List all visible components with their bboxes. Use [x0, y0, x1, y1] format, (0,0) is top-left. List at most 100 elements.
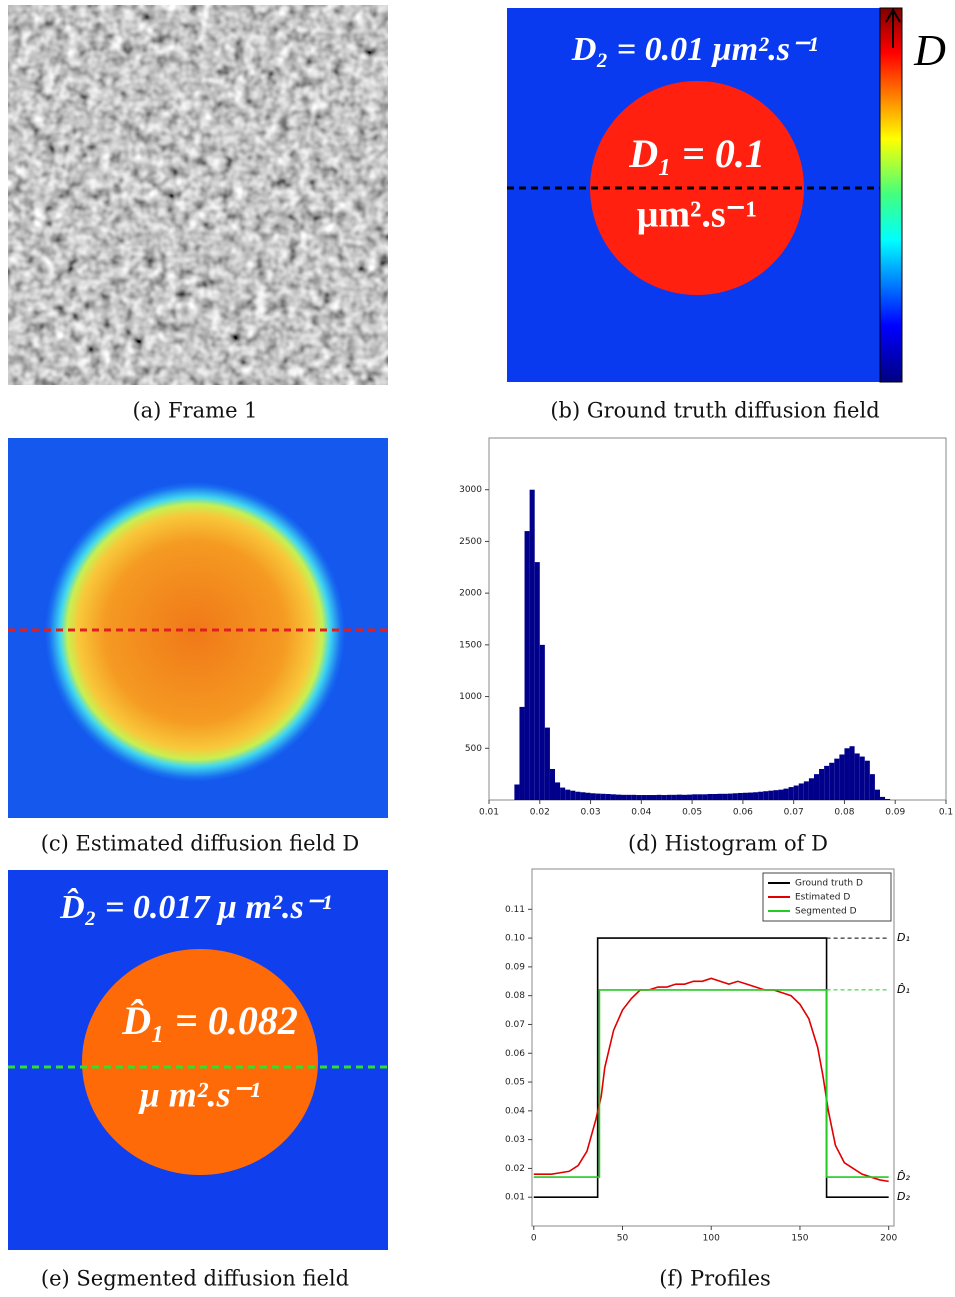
- bar: [687, 794, 693, 800]
- annotation-label: D̂₂: [897, 1170, 910, 1183]
- bar: [555, 782, 561, 800]
- bar: [560, 787, 566, 800]
- d2-estimate: D̂₂ = 0.017 μ m².s⁻¹: [59, 887, 332, 926]
- bar: [641, 795, 647, 800]
- bar: [661, 795, 667, 800]
- bar: [824, 765, 830, 800]
- bar: [565, 789, 571, 800]
- x-tick-label: 0: [531, 1234, 537, 1244]
- y-tick-label: 1000: [459, 692, 482, 702]
- bar: [631, 794, 637, 800]
- bar: [834, 758, 840, 800]
- ground-truth-image: [507, 7, 903, 383]
- bar: [869, 774, 875, 800]
- bar: [692, 794, 698, 800]
- y-tick-label: 500: [465, 744, 482, 754]
- bar: [742, 792, 748, 800]
- y-tick-label: 0.10: [505, 934, 525, 944]
- bar: [671, 794, 677, 800]
- y-tick-label: 0.05: [505, 1078, 525, 1088]
- x-tick-label: 0.07: [784, 808, 804, 818]
- y-tick-label: 2500: [459, 537, 482, 547]
- bar: [707, 794, 713, 800]
- d2-label: D₂ = 0.01 μm².s⁻¹: [571, 31, 818, 68]
- x-tick-label: 0.09: [885, 808, 905, 818]
- bar: [585, 792, 591, 800]
- colorbar-label: D: [913, 26, 946, 75]
- annotation-label: D₁: [897, 931, 910, 944]
- bar: [793, 785, 799, 800]
- bar: [737, 792, 743, 800]
- bar: [747, 792, 754, 800]
- bar: [529, 489, 535, 800]
- bar: [722, 793, 728, 800]
- y-tick-label: 2000: [459, 589, 482, 599]
- y-tick-label: 0.03: [505, 1135, 525, 1145]
- y-tick-label: 0.07: [505, 1020, 525, 1030]
- legend-label: Ground truth D: [795, 879, 863, 889]
- bar: [813, 774, 820, 800]
- bar: [595, 793, 601, 800]
- bar: [514, 784, 520, 800]
- bar: [753, 792, 759, 800]
- bar: [610, 794, 616, 800]
- bar: [829, 762, 835, 800]
- x-tick-label: 50: [617, 1234, 629, 1244]
- annotation-label: D₂: [897, 1190, 910, 1203]
- y-tick-label: 0.08: [505, 991, 525, 1001]
- y-tick-label: 0.06: [505, 1049, 525, 1059]
- caption: (d) Histogram of D: [628, 832, 828, 856]
- x-tick-label: 0.05: [682, 808, 702, 818]
- bar: [849, 746, 855, 800]
- x-tick-label: 0.01: [479, 808, 499, 818]
- bar: [727, 793, 733, 800]
- bar: [636, 795, 642, 800]
- bar: [717, 793, 723, 800]
- d1-estimate: D̂₁ = 0.082: [121, 998, 298, 1043]
- bar: [758, 791, 764, 800]
- x-tick-label: 0.06: [733, 808, 753, 818]
- bar: [859, 756, 865, 800]
- bar: [798, 783, 804, 800]
- caption: (b) Ground truth diffusion field: [550, 399, 879, 423]
- plot-frame: [488, 437, 947, 801]
- bar: [656, 794, 662, 800]
- y-tick-label: 0.02: [505, 1164, 525, 1174]
- bar: [676, 794, 682, 800]
- bar: [879, 796, 886, 800]
- series-line: [533, 937, 889, 1199]
- bar: [768, 790, 774, 800]
- bar: [580, 792, 586, 800]
- segmented-image: [8, 870, 388, 1250]
- bar: [854, 753, 860, 800]
- caption: (c) Estimated diffusion field D: [41, 832, 360, 856]
- bar: [885, 798, 891, 800]
- x-tick-label: 150: [791, 1234, 808, 1244]
- bar: [621, 794, 627, 800]
- frame-image: [8, 5, 388, 385]
- bar: [524, 531, 530, 800]
- bar: [808, 778, 814, 800]
- series-line: [533, 977, 889, 1183]
- x-tick-label: 0.02: [530, 808, 550, 818]
- bar: [615, 794, 622, 800]
- bar: [778, 789, 784, 800]
- bar: [544, 727, 550, 800]
- bar: [783, 788, 789, 800]
- bar: [519, 706, 525, 800]
- caption: (f) Profiles: [659, 1267, 771, 1291]
- d1-unit: μ m².s⁻¹: [138, 1074, 261, 1114]
- legend-label: Estimated D: [795, 893, 850, 903]
- bar: [534, 562, 540, 800]
- y-tick-label: 1500: [459, 640, 482, 650]
- bar: [681, 794, 688, 800]
- caption: (e) Segmented diffusion field: [41, 1267, 349, 1291]
- bar: [702, 794, 708, 800]
- bar: [874, 789, 880, 800]
- bar: [732, 793, 738, 800]
- x-tick-label: 0.03: [581, 808, 601, 818]
- legend-label: Segmented D: [795, 907, 857, 917]
- bar: [773, 790, 779, 800]
- y-tick-label: 0.04: [505, 1106, 525, 1116]
